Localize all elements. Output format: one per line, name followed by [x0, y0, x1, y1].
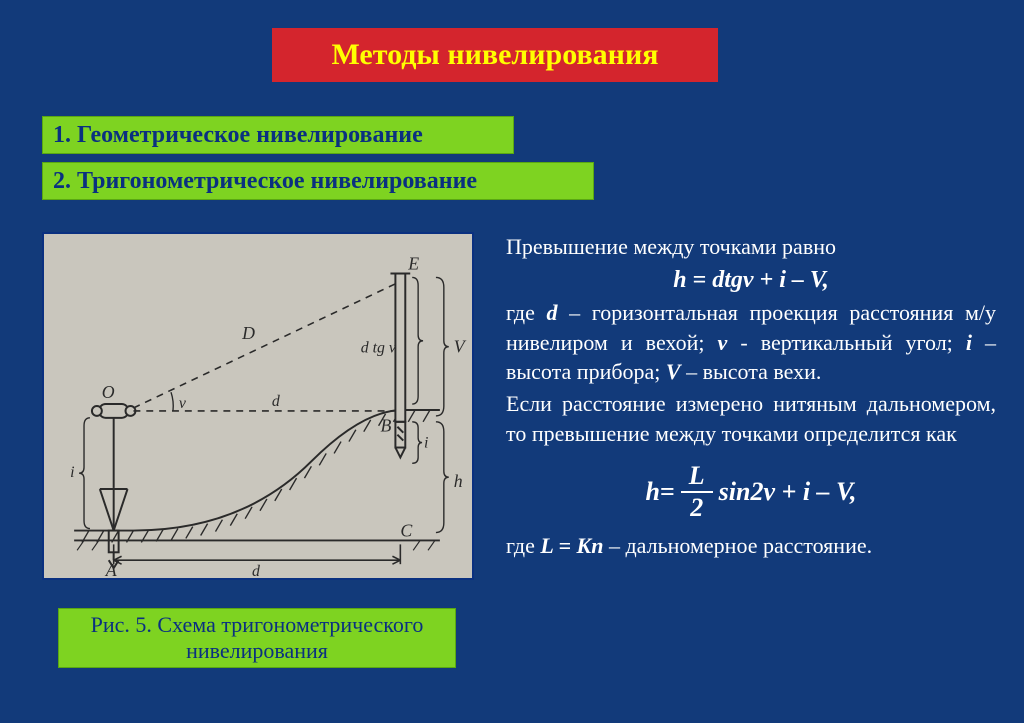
- definitions-para: где d – горизонтальная проекция расстоян…: [506, 298, 996, 387]
- label-B: B: [381, 416, 392, 436]
- label-h: h: [454, 471, 463, 491]
- label-V: V: [454, 337, 467, 357]
- label-O: O: [102, 382, 115, 402]
- intro-line: Превышение между точками равно: [506, 232, 996, 262]
- label-dtgv: d tg v: [361, 340, 397, 357]
- label-D: D: [241, 323, 255, 343]
- label-E: E: [407, 254, 419, 274]
- label-v: v: [179, 395, 187, 412]
- method-1-label: 1. Геометрическое нивелирование: [53, 122, 423, 149]
- page-title: Методы нивелирования: [332, 38, 659, 72]
- label-C: C: [400, 520, 413, 540]
- method-2-label: 2. Тригонометрическое нивелирование: [53, 168, 477, 195]
- formula-1: h = dtgv + i – V,: [506, 264, 996, 296]
- formula-2: h = L 2 sin2v + i – V,: [506, 463, 996, 521]
- label-d-bottom: d: [252, 563, 260, 578]
- method-1-box: 1. Геометрическое нивелирование: [42, 116, 514, 154]
- label-i-right: i: [424, 435, 428, 452]
- label-A: A: [105, 560, 117, 578]
- trig-leveling-diagram: E D d tg v V O v d B i h i A C d: [44, 234, 472, 578]
- label-i-left: i: [70, 464, 74, 481]
- diagram-caption-box: Рис. 5. Схема тригонометрического нивели…: [58, 608, 456, 668]
- diagram-caption: Рис. 5. Схема тригонометрического нивели…: [59, 612, 455, 665]
- body-text-block: Превышение между точками равно h = dtgv …: [506, 232, 996, 562]
- label-d-mid: d: [272, 393, 280, 410]
- para-2: Если расстояние измерено нитяным дальном…: [506, 389, 996, 448]
- method-2-box: 2. Тригонометрическое нивелирование: [42, 162, 594, 200]
- diagram-container: E D d tg v V O v d B i h i A C d: [42, 232, 474, 580]
- para-3: где L = Kn – дальномерное расстояние.: [506, 531, 996, 561]
- page-title-box: Методы нивелирования: [272, 28, 718, 82]
